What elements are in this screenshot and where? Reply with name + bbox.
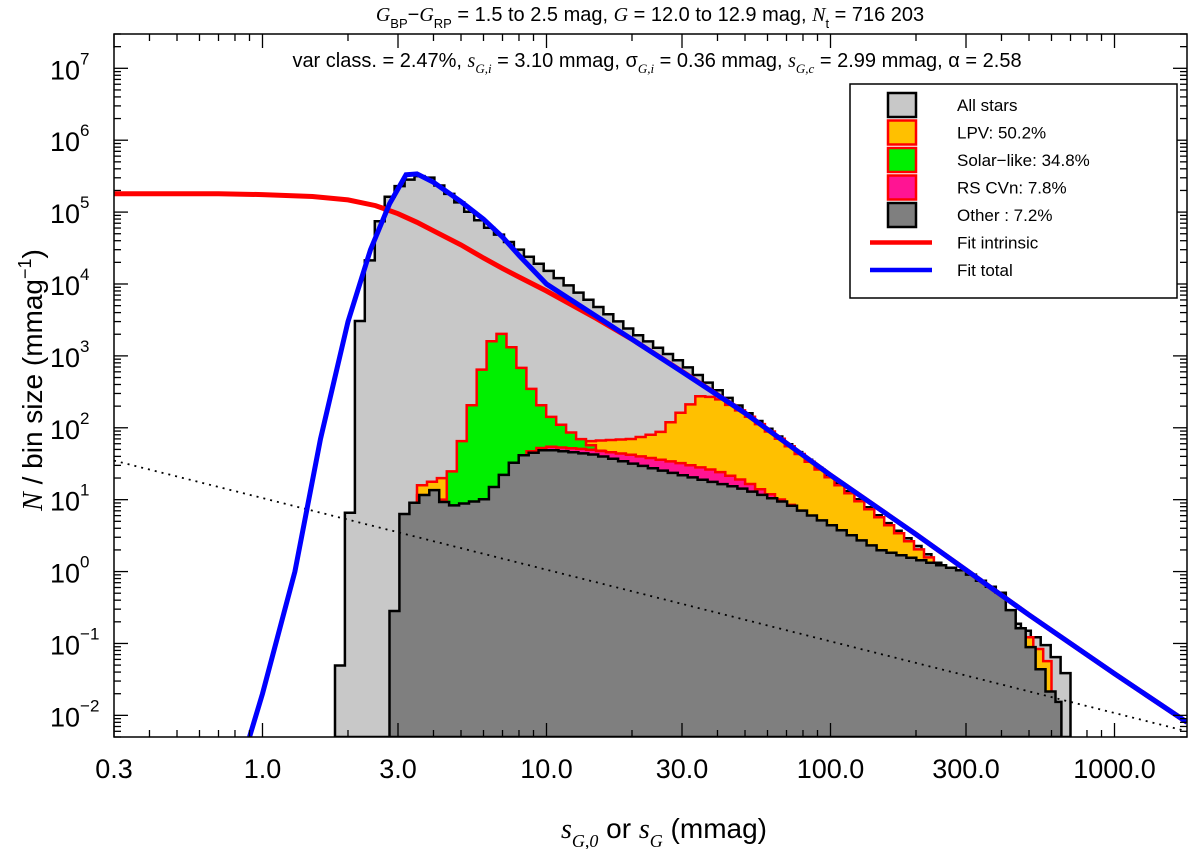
legend-item-fit-intrinsic: Fit intrinsic	[870, 234, 1039, 253]
legend-label: All stars	[957, 96, 1017, 115]
legend-label: Fit total	[957, 261, 1013, 280]
y-tick-label: 106	[50, 121, 90, 157]
legend-swatch	[886, 174, 918, 201]
y-tick-label: 105	[50, 193, 90, 229]
y-tick-label: 103	[50, 337, 90, 373]
hist-other-7-2	[388, 448, 1063, 737]
x-tick-label: 1000.0	[1073, 754, 1156, 784]
x-tick-label: 10.0	[520, 754, 573, 784]
x-tick-label: 300.0	[932, 754, 1000, 784]
series-layer	[114, 171, 1187, 737]
legend-label: LPV: 50.2%	[957, 124, 1046, 143]
legend-swatch	[886, 201, 918, 229]
legend-item-all-stars: All stars	[886, 91, 1017, 119]
y-tick-label: 10−1	[50, 624, 99, 660]
x-tick-label: 1.0	[244, 754, 282, 784]
legend-item-fit-total: Fit total	[870, 261, 1013, 280]
y-tick-label: 107	[50, 49, 90, 85]
fit-total-line	[247, 171, 1187, 737]
y-axis-title: N / bin size (mmag−1)	[15, 249, 49, 512]
dotted-reference-line	[114, 459, 1187, 733]
legend-item-other-7-2: Other : 7.2%	[886, 201, 1052, 229]
legend-label: Solar−like: 34.8%	[957, 151, 1090, 170]
x-tick-label: 100.0	[797, 754, 865, 784]
legend-items: All stars LPV: 50.2% Solar−like: 34.8% RS C…	[870, 91, 1090, 280]
legend-swatch	[886, 119, 918, 146]
y-tick-label: 100	[50, 553, 90, 589]
legend-swatch	[886, 146, 918, 174]
legend-item-rs-cvn-7-8: RS CVn: 7.8%	[886, 174, 1067, 201]
plot-area	[114, 171, 1187, 737]
y-tick-label: 10−2	[50, 696, 99, 732]
y-tick-label: 101	[50, 481, 90, 517]
y-axis-ticks: 10−2 10−1 100 101 102 103 104 105 106 107	[50, 33, 1187, 738]
x-tick-label: 0.3	[95, 754, 133, 784]
chart-title-line1: GBP−GRP = 1.5 to 2.5 mag, G = 12.0 to 12…	[376, 4, 924, 31]
plot-frame	[113, 33, 1188, 738]
x-axis-ticks: 0.3 1.0 3.0 10.0 30.0 100.0 300.0 1000.0	[95, 34, 1156, 784]
legend-item-solar-like-34-8: Solar−like: 34.8%	[886, 146, 1090, 174]
legend-item-lpv-50-2: LPV: 50.2%	[886, 119, 1046, 146]
x-tick-label: 3.0	[379, 754, 417, 784]
x-axis-title: sG,0 or sG (mmag)	[561, 813, 767, 849]
chart-title-line2: var class. = 2.47%, sG,i = 3.10 mmag, σG…	[292, 50, 1021, 76]
x-tick-label: 30.0	[656, 754, 709, 784]
legend-label: Fit intrinsic	[957, 234, 1039, 253]
legend-label: Other : 7.2%	[957, 206, 1052, 225]
axes-frame	[113, 33, 1188, 738]
y-tick-label: 104	[50, 265, 90, 301]
legend: All stars LPV: 50.2% Solar−like: 34.8% RS C…	[849, 83, 1178, 299]
legend-swatch	[886, 91, 918, 119]
legend-label: RS CVn: 7.8%	[957, 179, 1067, 198]
y-tick-label: 102	[50, 409, 90, 445]
